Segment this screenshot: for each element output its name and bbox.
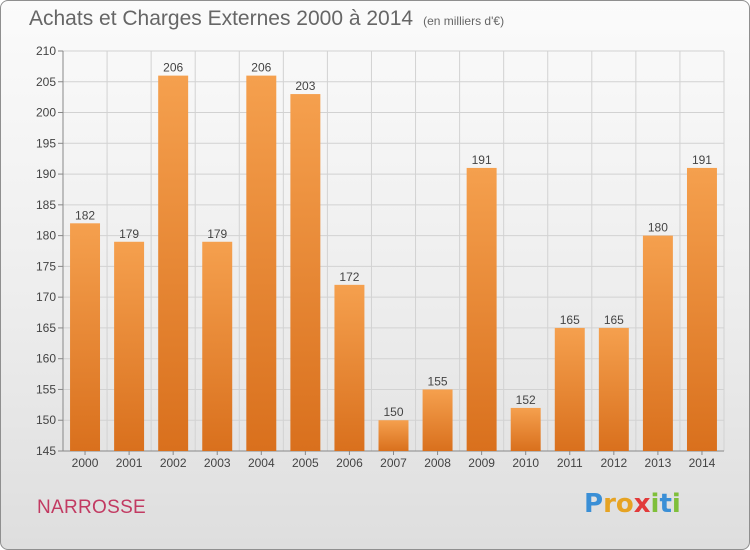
data-labels: 182 179 206 179 206 203 172 150 155 191 152 165 165 1… bbox=[75, 61, 712, 420]
x-tick-label-2005: 2005 bbox=[292, 456, 319, 470]
y-tick-label: 170 bbox=[36, 290, 56, 304]
y-tick-label: 180 bbox=[36, 229, 56, 243]
data-label-2006: 172 bbox=[339, 270, 359, 284]
x-tick-label-2014: 2014 bbox=[689, 456, 716, 470]
bar-2000 bbox=[70, 223, 101, 451]
x-tick-label-2003: 2003 bbox=[204, 456, 231, 470]
logo-letter: x bbox=[633, 489, 651, 519]
bar-2004 bbox=[246, 75, 277, 451]
data-label-2012: 165 bbox=[604, 313, 624, 327]
bar-2013 bbox=[642, 235, 673, 451]
y-tick-label: 205 bbox=[36, 75, 56, 89]
y-tick-label: 200 bbox=[36, 106, 56, 120]
logo-letter: r bbox=[603, 489, 616, 519]
logo-letter: i bbox=[671, 489, 681, 519]
y-tick-label: 210 bbox=[36, 44, 56, 58]
bar-2002 bbox=[158, 75, 189, 451]
x-tick-label-2010: 2010 bbox=[512, 456, 539, 470]
y-tick-label: 195 bbox=[36, 136, 56, 150]
y-tick-label: 160 bbox=[36, 352, 56, 366]
x-tick-label-2002: 2002 bbox=[160, 456, 187, 470]
y-tick-label: 150 bbox=[36, 413, 56, 427]
bar-2010 bbox=[510, 407, 541, 451]
chart-title: Achats et Charges Externes 2000 à 2014 (e… bbox=[29, 7, 504, 31]
location-name: NARROSSE bbox=[37, 497, 147, 518]
y-tick-label: 190 bbox=[36, 167, 56, 181]
data-label-2001: 179 bbox=[119, 227, 139, 241]
x-tick-label-2009: 2009 bbox=[468, 456, 495, 470]
logo-letter: P bbox=[584, 489, 604, 519]
x-tick-label-2008: 2008 bbox=[424, 456, 451, 470]
x-tick-label-2007: 2007 bbox=[380, 456, 407, 470]
data-label-2009: 191 bbox=[472, 153, 492, 167]
x-tick-label-2013: 2013 bbox=[645, 456, 672, 470]
title-unit: (en milliers d'€) bbox=[423, 14, 505, 28]
logo-letter: i bbox=[650, 489, 660, 519]
data-label-2005: 203 bbox=[295, 79, 315, 93]
bar-2012 bbox=[598, 327, 629, 451]
bars bbox=[70, 75, 717, 452]
data-label-2011: 165 bbox=[560, 313, 580, 327]
y-tick-label: 155 bbox=[36, 382, 56, 396]
data-label-2004: 206 bbox=[251, 61, 271, 75]
data-label-2014: 191 bbox=[692, 153, 712, 167]
x-tick-label-2004: 2004 bbox=[248, 456, 275, 470]
bar-2005 bbox=[290, 94, 321, 452]
x-tick-label-2012: 2012 bbox=[600, 456, 627, 470]
bar-2014 bbox=[686, 167, 717, 451]
y-tick-label: 165 bbox=[36, 321, 56, 335]
data-label-2008: 155 bbox=[428, 374, 448, 388]
bar-2011 bbox=[554, 327, 585, 451]
logo-letter: o bbox=[615, 489, 634, 519]
title-text: Achats et Charges Externes 2000 à 2014 bbox=[29, 7, 414, 30]
bar-2007 bbox=[378, 420, 409, 451]
bar-2009 bbox=[466, 167, 497, 451]
data-label-2000: 182 bbox=[75, 208, 95, 222]
x-tick-label-2001: 2001 bbox=[116, 456, 143, 470]
bar-2001 bbox=[114, 241, 145, 451]
y-tick-label: 185 bbox=[36, 198, 56, 212]
bar-2008 bbox=[422, 389, 453, 451]
x-tick-label-2011: 2011 bbox=[557, 456, 583, 470]
y-tick-label: 145 bbox=[36, 444, 56, 458]
data-label-2013: 180 bbox=[648, 221, 668, 235]
data-label-2010: 152 bbox=[516, 393, 536, 407]
data-label-2003: 179 bbox=[207, 227, 227, 241]
bar-2006 bbox=[334, 284, 365, 451]
y-tick-label: 175 bbox=[36, 259, 56, 273]
x-tick-label-2006: 2006 bbox=[336, 456, 363, 470]
x-tick-label-2000: 2000 bbox=[72, 456, 99, 470]
proxiti-logo: Proxiti bbox=[584, 489, 681, 519]
data-label-2002: 206 bbox=[163, 61, 183, 75]
logo-letter: t bbox=[659, 489, 672, 519]
data-label-2007: 150 bbox=[383, 405, 403, 419]
bar-2003 bbox=[202, 241, 233, 451]
